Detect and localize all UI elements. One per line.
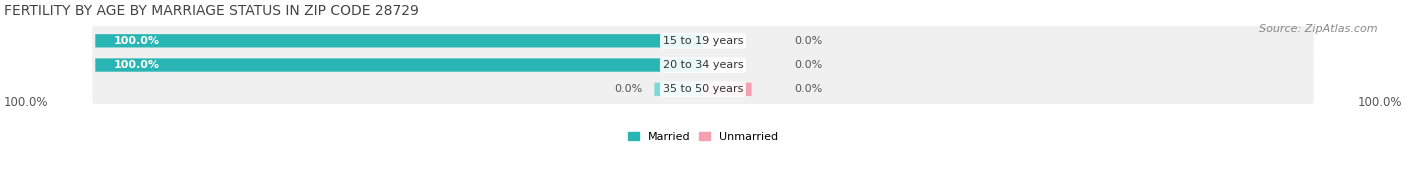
Text: 0.0%: 0.0%: [794, 36, 823, 46]
Text: 100.0%: 100.0%: [114, 60, 159, 70]
Text: 0.0%: 0.0%: [614, 84, 643, 94]
Text: 20 to 34 years: 20 to 34 years: [662, 60, 744, 70]
Legend: Married, Unmarried: Married, Unmarried: [623, 127, 783, 146]
Text: 100.0%: 100.0%: [114, 36, 159, 46]
Text: 100.0%: 100.0%: [1357, 96, 1402, 109]
Text: 0.0%: 0.0%: [794, 84, 823, 94]
FancyBboxPatch shape: [654, 83, 703, 96]
Text: 0.0%: 0.0%: [794, 60, 823, 70]
Text: FERTILITY BY AGE BY MARRIAGE STATUS IN ZIP CODE 28729: FERTILITY BY AGE BY MARRIAGE STATUS IN Z…: [4, 4, 419, 18]
Text: 100.0%: 100.0%: [4, 96, 49, 109]
FancyBboxPatch shape: [96, 34, 703, 47]
Text: 35 to 50 years: 35 to 50 years: [662, 84, 744, 94]
FancyBboxPatch shape: [93, 71, 1313, 108]
FancyBboxPatch shape: [96, 58, 703, 72]
FancyBboxPatch shape: [703, 83, 752, 96]
Text: 15 to 19 years: 15 to 19 years: [662, 36, 744, 46]
FancyBboxPatch shape: [93, 22, 1313, 60]
Text: Source: ZipAtlas.com: Source: ZipAtlas.com: [1260, 24, 1378, 34]
FancyBboxPatch shape: [93, 46, 1313, 84]
